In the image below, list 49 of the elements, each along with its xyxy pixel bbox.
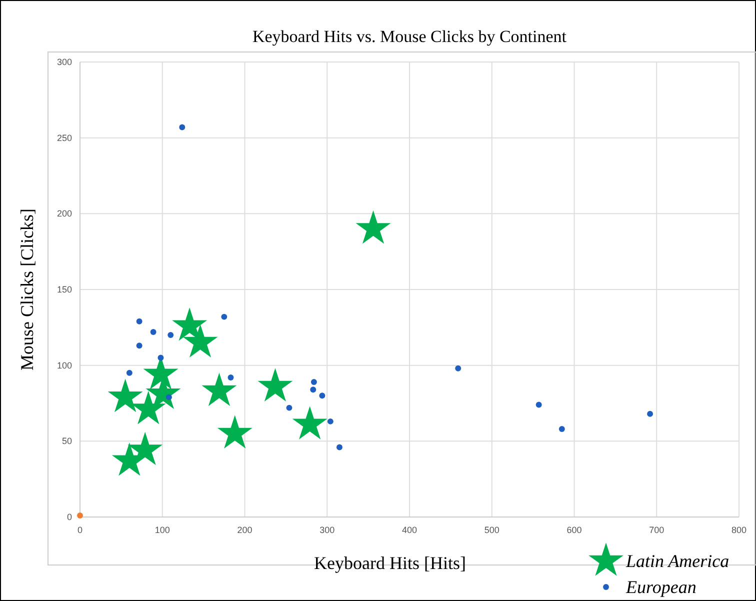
point (558, 426, 565, 432)
point (228, 374, 234, 380)
y-tick-label: 300 (56, 57, 72, 67)
point (647, 410, 654, 417)
point (182, 324, 218, 358)
point (455, 365, 462, 372)
x-tick-label: 800 (731, 525, 747, 535)
point (77, 512, 83, 518)
point (258, 368, 293, 402)
point (168, 332, 174, 338)
point (319, 392, 326, 399)
point (327, 418, 334, 424)
point (310, 386, 316, 393)
point (336, 444, 342, 450)
point (136, 318, 142, 324)
y-axis-title: Mouse Clicks [Clicks] (17, 208, 37, 370)
point (217, 415, 252, 448)
point (150, 328, 156, 335)
legend-label: European (625, 577, 696, 597)
point (136, 342, 142, 349)
x-tick-label: 0 (77, 525, 83, 535)
point (166, 394, 172, 400)
x-axis-title: Keyboard Hits [Hits] (314, 553, 466, 573)
x-tick-label: 100 (154, 525, 170, 535)
point (310, 379, 317, 385)
y-tick-label: 250 (56, 132, 72, 143)
x-tick-label: 300 (320, 525, 335, 535)
x-tick-label: 500 (484, 525, 500, 535)
point (158, 354, 164, 361)
y-tick-label: 0 (66, 512, 72, 522)
chart-title: Keyboard Hits vs. Mouse Clicks by Continent (252, 27, 567, 46)
point (126, 370, 132, 376)
point (286, 404, 292, 411)
point (179, 124, 186, 130)
x-tick-label: 600 (566, 525, 582, 535)
y-tick-label: 200 (56, 208, 72, 219)
legend-label: Latin America (625, 551, 730, 571)
point (108, 378, 143, 412)
x-tick-label: 200 (237, 525, 252, 535)
point (292, 406, 328, 440)
point (202, 372, 237, 406)
x-tick-label: 700 (649, 525, 664, 535)
x-tick-label: 400 (402, 525, 418, 535)
y-tick-label: 150 (56, 284, 72, 294)
y-tick-label: 100 (56, 360, 72, 370)
point (172, 308, 208, 341)
point (221, 314, 228, 320)
y-tick-label: 50 (62, 436, 72, 446)
point (536, 402, 542, 408)
